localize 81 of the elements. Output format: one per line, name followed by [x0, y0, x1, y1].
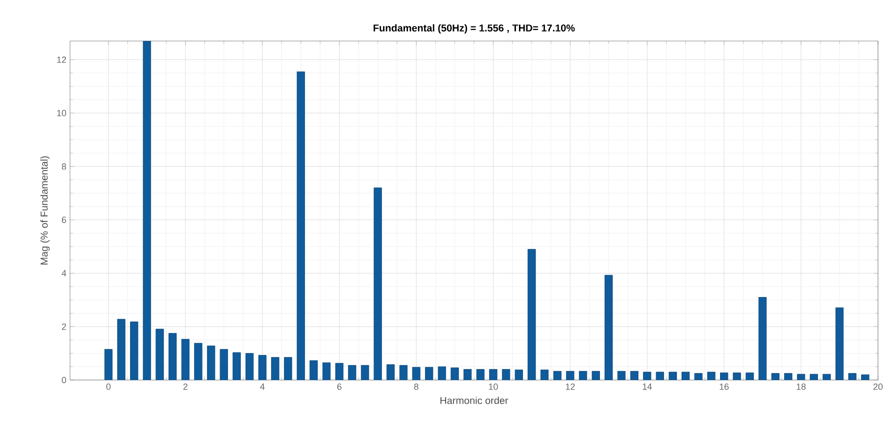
bar	[771, 373, 780, 380]
bar	[617, 370, 626, 380]
bar	[835, 307, 844, 380]
bar	[322, 362, 331, 380]
bar	[540, 370, 549, 380]
x-tick-label: 10	[488, 384, 498, 390]
bar	[707, 372, 716, 380]
bar	[553, 370, 562, 380]
bar	[168, 333, 177, 380]
x-tick-label: 0	[106, 384, 111, 390]
bar	[271, 357, 280, 380]
bar	[643, 372, 652, 380]
bar	[450, 368, 459, 380]
bar	[220, 349, 228, 380]
chart-title: Fundamental (50Hz) = 1.556 , THD= 17.10%	[374, 24, 575, 34]
bar	[310, 360, 318, 380]
bar	[296, 71, 305, 380]
bar	[514, 370, 523, 380]
bar	[284, 357, 292, 380]
x-tick-label: 8	[414, 384, 418, 390]
bar	[386, 364, 395, 380]
bar	[732, 372, 741, 380]
y-tick-label: 12	[57, 56, 66, 63]
bar	[604, 274, 613, 380]
bar	[810, 374, 818, 380]
bar	[181, 338, 190, 380]
x-tick-label: 20	[873, 384, 883, 390]
bar	[130, 322, 138, 380]
x-tick-label: 2	[183, 384, 188, 390]
bar	[464, 369, 472, 380]
bar	[682, 372, 690, 380]
x-tick-label: 16	[720, 384, 729, 390]
bar	[566, 370, 574, 380]
bar	[746, 372, 754, 380]
x-tick-label: 18	[796, 384, 806, 390]
bar	[822, 374, 831, 380]
bar	[360, 365, 370, 380]
bar	[258, 354, 266, 380]
bar	[758, 297, 767, 380]
y-tick-label: 4	[62, 270, 66, 276]
x-tick-label: 14	[642, 384, 652, 390]
bar	[142, 40, 151, 380]
bar	[694, 373, 702, 380]
bar	[438, 366, 446, 380]
bar	[246, 353, 254, 380]
y-tick-label: 6	[62, 216, 66, 224]
bar	[668, 372, 677, 380]
x-axis-title: Harmonic order	[440, 396, 508, 404]
bar	[348, 365, 356, 380]
y-tick-label: 8	[62, 163, 66, 170]
bar	[502, 369, 510, 380]
bar	[861, 374, 870, 380]
bar	[117, 318, 126, 380]
y-tick-label: 0	[62, 376, 66, 384]
bar	[578, 370, 588, 380]
bar	[656, 372, 664, 380]
y-tick-label: 10	[57, 110, 66, 116]
bar	[720, 372, 728, 380]
bar	[335, 362, 344, 380]
bar	[528, 249, 536, 380]
y-tick-label: 2	[62, 323, 66, 330]
bar	[489, 369, 498, 380]
x-tick-label: 4	[260, 384, 265, 390]
bar	[399, 365, 408, 380]
x-tick-label: 6	[337, 384, 342, 390]
bar	[784, 373, 792, 380]
bar	[232, 352, 241, 380]
bar	[207, 346, 216, 380]
bar	[374, 188, 382, 380]
bar	[476, 369, 484, 380]
bar	[156, 328, 164, 380]
bar	[592, 370, 600, 380]
bar	[848, 373, 856, 380]
bar	[104, 349, 113, 380]
y-axis-title: Mag (% of Fundamental)	[40, 156, 50, 265]
bar	[425, 366, 434, 380]
bar	[412, 366, 420, 380]
bar	[797, 374, 806, 380]
bar	[194, 342, 202, 380]
x-tick-label: 12	[566, 384, 575, 390]
bar	[630, 370, 638, 380]
